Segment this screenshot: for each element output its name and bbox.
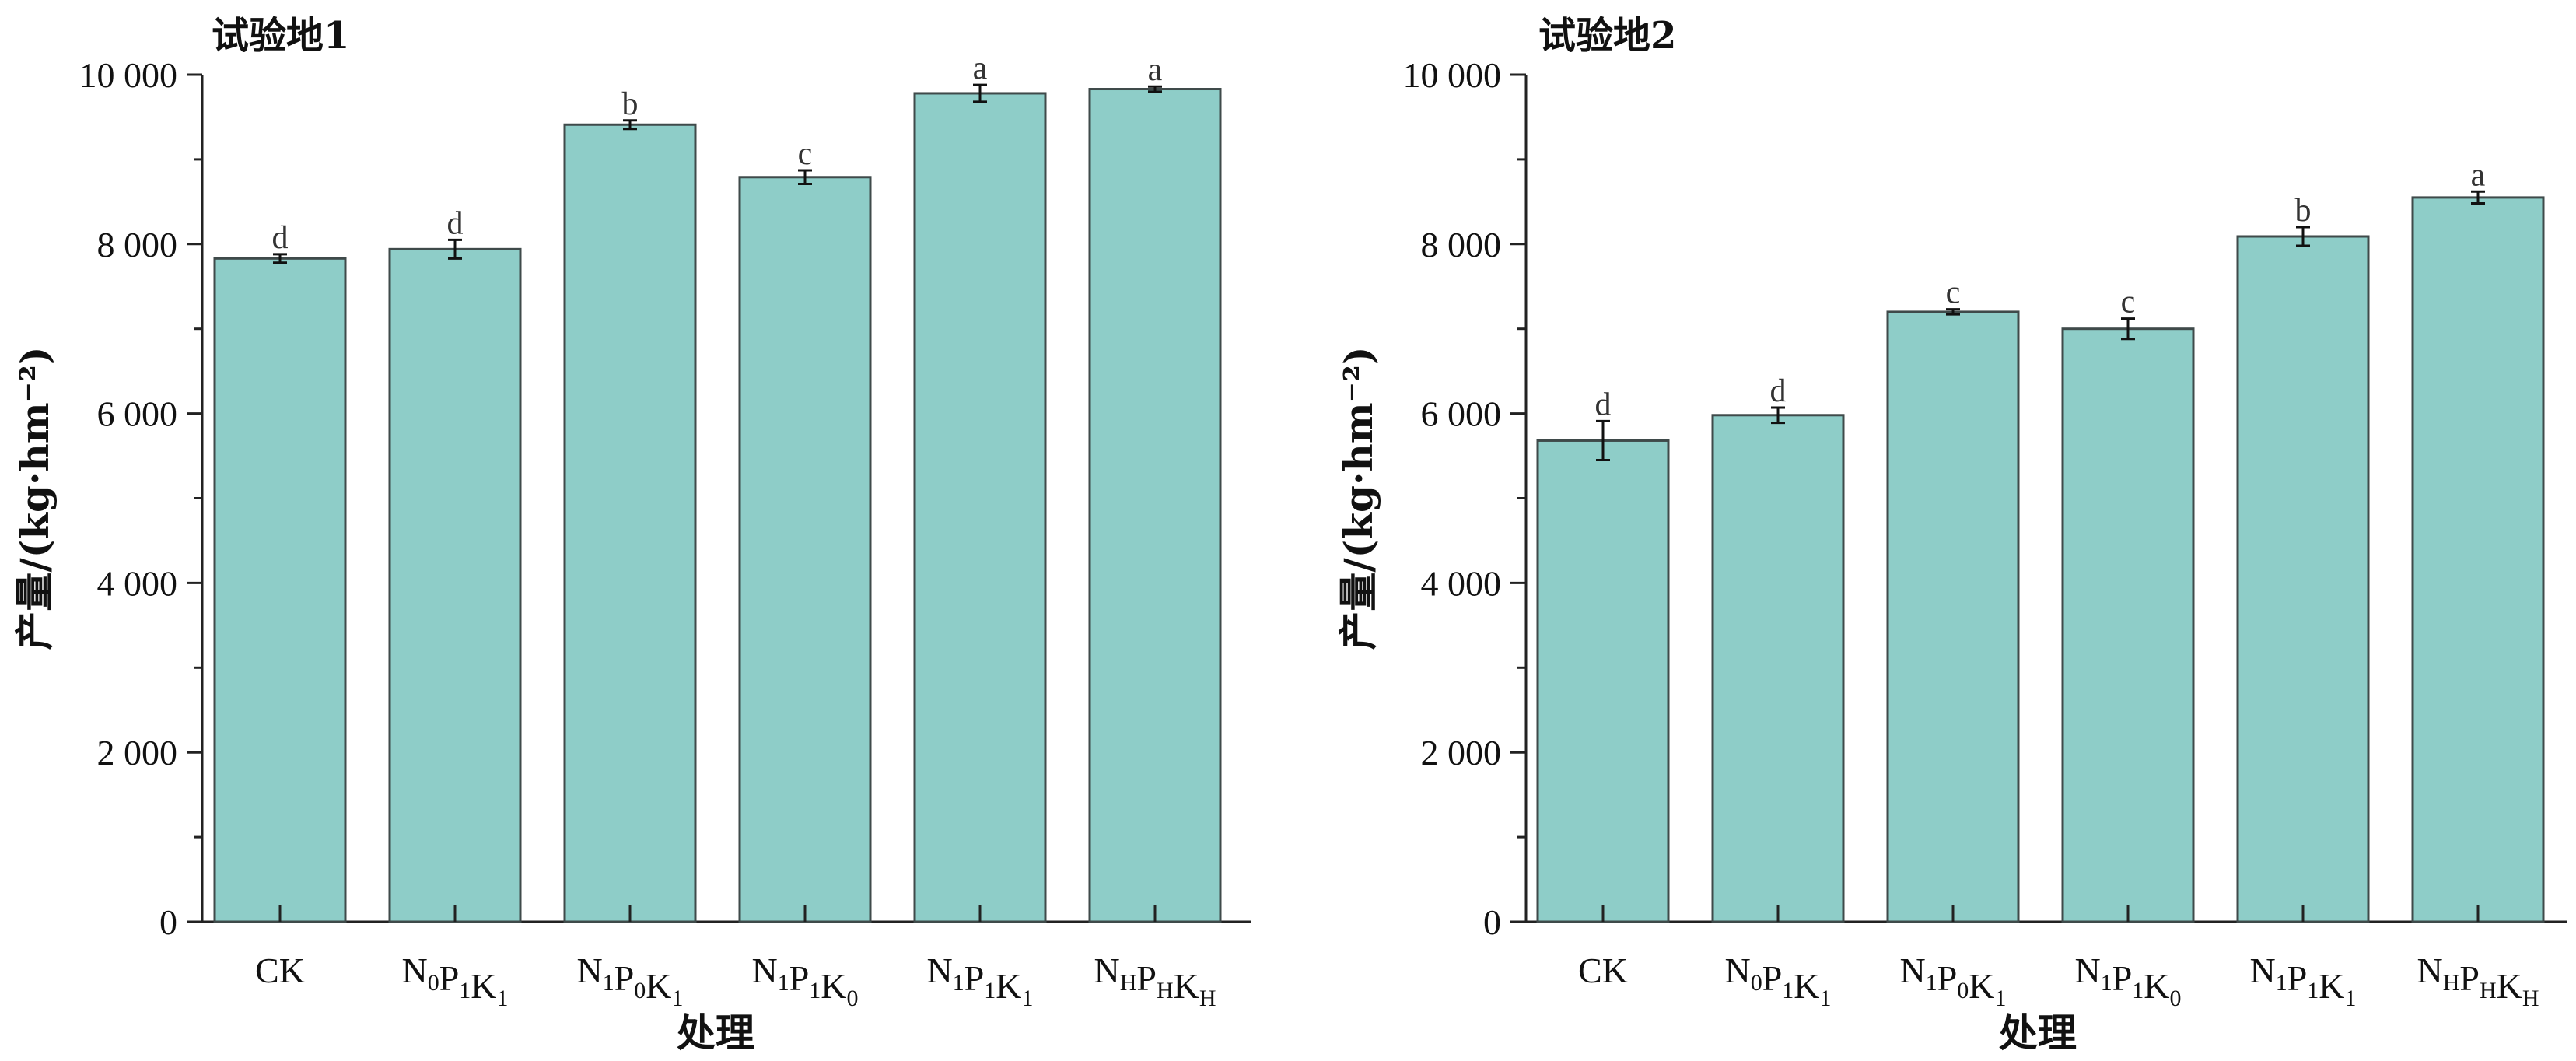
significance-label: d (272, 220, 289, 256)
category-label: NHPHKH (2417, 951, 2539, 1011)
category-label: N1P1K0 (751, 951, 858, 1011)
category-label: N1P1K0 (2074, 951, 2181, 1011)
bar (2411, 196, 2545, 923)
significance-label: b (2295, 193, 2312, 229)
bar (1536, 439, 1670, 923)
y-tick-label: 0 (1483, 902, 1501, 942)
chart-panel-2: 试验地2 0 2 000 4 000 6 000 8 000 10 000 d CK d N0P1K… (1335, 14, 2567, 1056)
chart-panel-1: 试验地1 0 2 000 4 000 6 000 8 000 10 000 d CK d N0P1K… (12, 14, 1251, 1056)
category-label: CK (255, 951, 305, 990)
category-label: N1P1K1 (2249, 951, 2356, 1011)
significance-label: c (798, 136, 813, 172)
bar (1711, 414, 1845, 923)
y-tick-label: 10 000 (1403, 55, 1502, 95)
bar (2236, 235, 2370, 923)
bar (388, 247, 522, 923)
chart-title: 试验地1 (212, 14, 349, 58)
significance-label: a (2471, 157, 2486, 193)
y-tick-label: 8 000 (97, 225, 178, 264)
significance-label: a (1148, 52, 1163, 88)
bar (913, 92, 1047, 923)
y-tick-label: 8 000 (1421, 225, 1502, 264)
significance-label: a (973, 51, 988, 86)
category-label: N0P1K1 (401, 951, 508, 1011)
significance-label: b (622, 86, 639, 122)
y-tick-label: 2 000 (97, 733, 178, 772)
y-tick-label: 2 000 (1421, 733, 1502, 772)
bar (213, 257, 347, 923)
category-label: CK (1578, 951, 1628, 990)
y-tick-label: 0 (159, 902, 177, 942)
y-tick-label: 6 000 (1421, 394, 1502, 434)
bar (1088, 88, 1222, 923)
category-label: N1P0K1 (1899, 951, 2006, 1011)
y-tick-label: 6 000 (97, 394, 178, 434)
x-axis-title: 处理 (677, 1010, 754, 1056)
bar (2061, 327, 2195, 923)
significance-label: c (2121, 285, 2136, 320)
x-axis-title: 处理 (1999, 1010, 2077, 1056)
category-label: N1P0K1 (576, 951, 683, 1011)
bar (563, 123, 697, 923)
category-label: N1P1K1 (926, 951, 1033, 1011)
y-tick-label: 4 000 (1421, 563, 1502, 603)
y-tick-label: 4 000 (97, 563, 178, 603)
significance-label: d (1770, 373, 1787, 409)
bar (738, 176, 872, 923)
bar (1886, 310, 2020, 923)
significance-label: d (447, 205, 464, 241)
significance-label: d (1595, 387, 1612, 422)
chart-title: 试验地2 (1538, 14, 1676, 58)
y-axis-title: 产量/(kg·hm⁻²) (1335, 346, 1381, 650)
category-label: N0P1K1 (1724, 951, 1831, 1011)
category-label: NHPHKH (1094, 951, 1216, 1011)
y-tick-label: 10 000 (79, 55, 178, 95)
y-axis-title: 产量/(kg·hm⁻²) (12, 346, 58, 650)
significance-label: c (1946, 275, 1961, 311)
